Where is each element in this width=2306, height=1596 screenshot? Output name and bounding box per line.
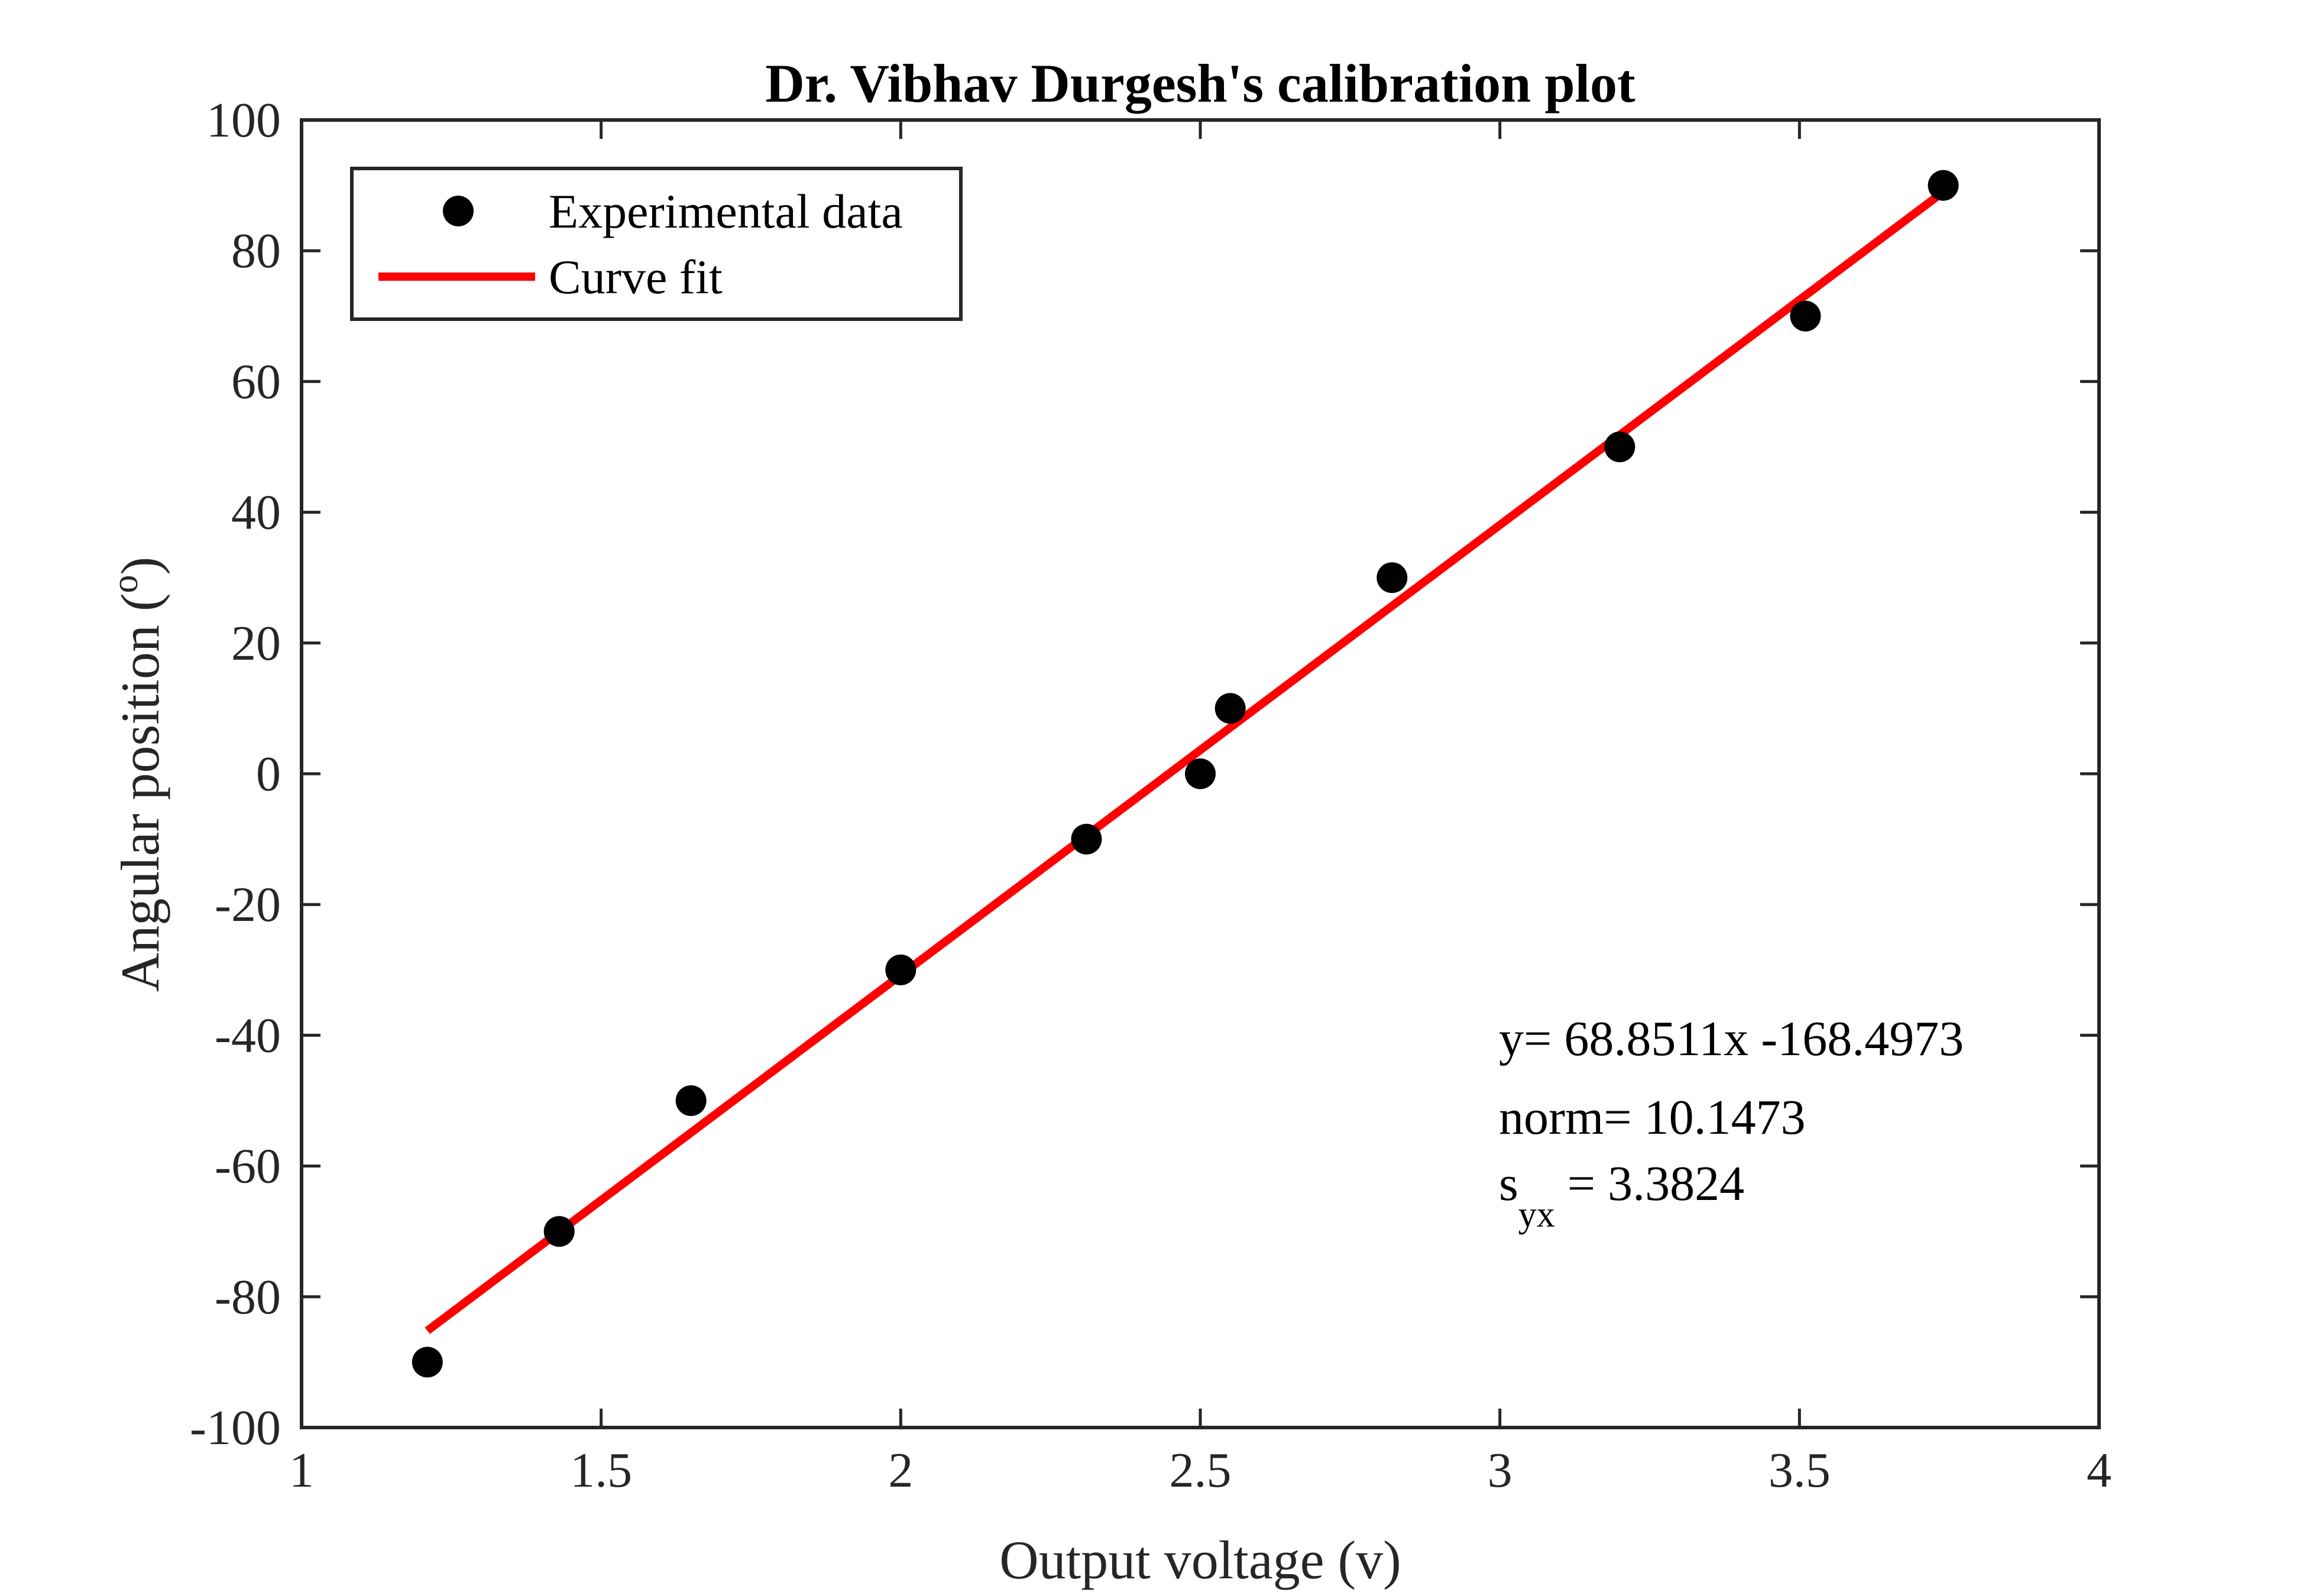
chart-title: Dr. Vibhav Durgesh's calibration plot [765,53,1635,113]
fit-norm: norm= 10.1473 [1499,1090,1806,1145]
y-axis-label: Angular position (o) [105,557,170,992]
experimental-points-layer [412,170,1959,1378]
experimental-data-point [1071,823,1102,855]
y-axis-label-degree: o [105,575,145,593]
x-tick-label: 3 [1488,1443,1512,1498]
experimental-data-point [1604,432,1635,462]
legend: Experimental data Curve fit [350,167,963,321]
experimental-data-point [885,954,916,985]
fit-equation: y= 68.8511x -168.4973 [1499,1011,1964,1066]
x-tick-label: 2 [888,1443,913,1498]
legend-label-curve-fit: Curve fit [549,250,723,304]
experimental-data-point [1214,693,1246,724]
x-tick-label: 2.5 [1170,1443,1232,1498]
y-tick-label: 40 [231,485,281,540]
legend-box [350,167,963,321]
y-tick-labels: -100 -80 -60 -40 -20 0 20 40 60 80 100 [190,93,281,1455]
experimental-data-point [543,1216,575,1247]
y-axis-label-main: Angular position ( [110,593,170,992]
x-tick-label: 4 [2087,1443,2111,1498]
x-tick-labels: 1 1.5 2 2.5 3 3.5 4 [289,1443,2111,1498]
experimental-data-point [412,1347,443,1378]
legend-marker-experimental [443,196,474,226]
experimental-data-point [1928,170,1959,201]
curve-fit-line [425,189,1946,1334]
y-tick-label: -20 [215,877,281,932]
y-tick-label: 0 [256,747,281,802]
y-tick-label: 80 [231,223,281,278]
y-tick-label: -60 [215,1139,281,1194]
y-tick-label: -40 [215,1008,281,1063]
x-tick-label: 3.5 [1769,1443,1831,1498]
fit-annotation: y= 68.8511x -168.4973 norm= 10.1473 syx … [1499,1011,1964,1235]
experimental-data-point [675,1085,707,1116]
fit-syx: syx = 3.3824 [1499,1156,1744,1235]
y-tick-label: -80 [215,1270,281,1325]
experimental-data-point [1790,300,1821,332]
y-tick-label: 60 [231,354,281,409]
experimental-data-point [1377,562,1408,593]
y-tick-label: 100 [206,93,281,148]
plot-frame [300,118,2101,1429]
y-axis-label-end: ) [110,557,170,575]
fit-syx-subscript: yx [1518,1195,1555,1235]
x-axis-label: Output voltage (v) [999,1530,1401,1590]
legend-label-experimental: Experimental data [549,184,903,238]
fit-syx-symbol: s [1499,1156,1518,1211]
y-tick-label: 20 [231,616,281,671]
experimental-data-point [1185,758,1216,789]
x-tick-label: 1 [289,1443,314,1498]
x-tick-label: 1.5 [570,1443,632,1498]
fit-syx-value: = 3.3824 [1555,1156,1744,1211]
y-tick-label: -100 [190,1400,281,1455]
curve-fit-layer [425,189,1946,1334]
